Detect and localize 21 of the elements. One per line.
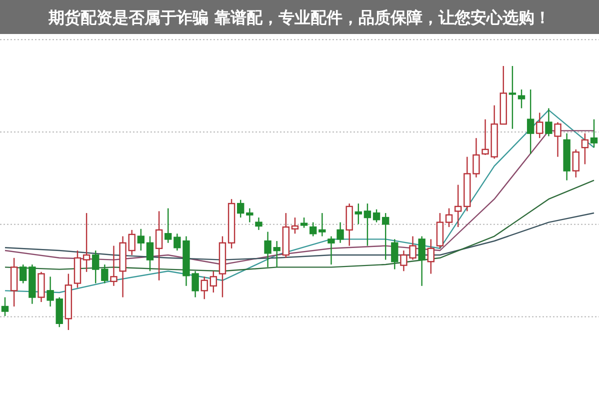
candlestick — [255, 216, 262, 231]
candlestick — [82, 212, 90, 273]
candlestick — [454, 184, 462, 228]
candlestick — [28, 264, 36, 304]
candlestick — [10, 257, 18, 308]
candlestick — [526, 88, 534, 155]
candlestick — [64, 273, 72, 331]
candlestick — [46, 276, 54, 308]
candlestick — [101, 264, 108, 284]
title: 期货配资是否属于诈骗 靠谱配，专业配件，品质保障，让您安心选购！ — [48, 8, 550, 27]
candlestick — [427, 238, 434, 274]
candlestick — [508, 65, 516, 130]
candlestick — [346, 202, 353, 246]
candlestick — [110, 245, 118, 287]
candlestick — [472, 137, 480, 178]
candlestick — [563, 132, 570, 181]
candlestick — [554, 122, 562, 158]
candlestick — [246, 208, 254, 223]
candlestick — [119, 236, 126, 298]
candlestick — [318, 212, 326, 237]
candlestick — [155, 210, 163, 281]
